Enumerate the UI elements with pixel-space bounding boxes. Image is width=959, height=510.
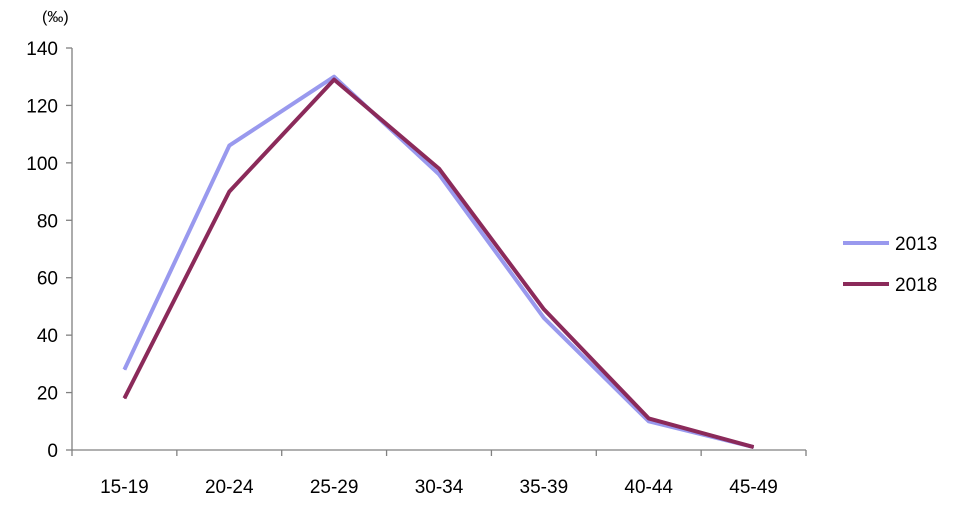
data-point-2018: [753, 446, 755, 448]
y-tick-label: 80: [37, 211, 58, 232]
y-tick-label: 100: [26, 154, 58, 175]
y-tick-label: 40: [37, 326, 58, 347]
x-tick-label: 20-24: [205, 477, 254, 498]
series-layer: [122, 74, 755, 450]
x-tick-label: 25-29: [310, 477, 359, 498]
data-point-2013: [438, 173, 440, 175]
data-point-2018: [648, 417, 650, 419]
series-line-2013: [122, 74, 755, 450]
data-point-2013: [333, 76, 335, 78]
x-tick-label: 15-19: [100, 477, 149, 498]
y-tick-label: 140: [26, 39, 58, 60]
data-point-2018: [543, 308, 545, 310]
legend: 2013 2018: [843, 234, 937, 296]
legend-label-2018: 2018: [895, 275, 937, 296]
data-point-2013: [648, 420, 650, 422]
data-point-2013: [123, 369, 125, 371]
x-tick-label: 45-49: [729, 477, 778, 498]
axes: 0 20 40 60 80 100 120 140 15-19 20-24 25-29 30-34 35…: [26, 39, 807, 498]
data-point-2013: [228, 145, 230, 147]
data-point-2018: [123, 397, 125, 399]
y-tick-label: 20: [37, 384, 58, 405]
x-tick-label: 30-34: [415, 477, 464, 498]
data-point-2018: [438, 168, 440, 170]
data-point-2013: [543, 317, 545, 319]
data-point-2018: [333, 79, 335, 81]
data-point-2018: [228, 191, 230, 193]
x-tick-label: 35-39: [520, 477, 569, 498]
y-tick-label: 0: [47, 441, 58, 462]
series-line-2018: [122, 77, 755, 450]
y-unit-label: (‰): [42, 9, 69, 26]
y-tick-label: 120: [26, 96, 58, 117]
legend-label-2013: 2013: [895, 234, 937, 255]
x-tick-label: 40-44: [624, 477, 673, 498]
y-tick-label: 60: [37, 269, 58, 290]
